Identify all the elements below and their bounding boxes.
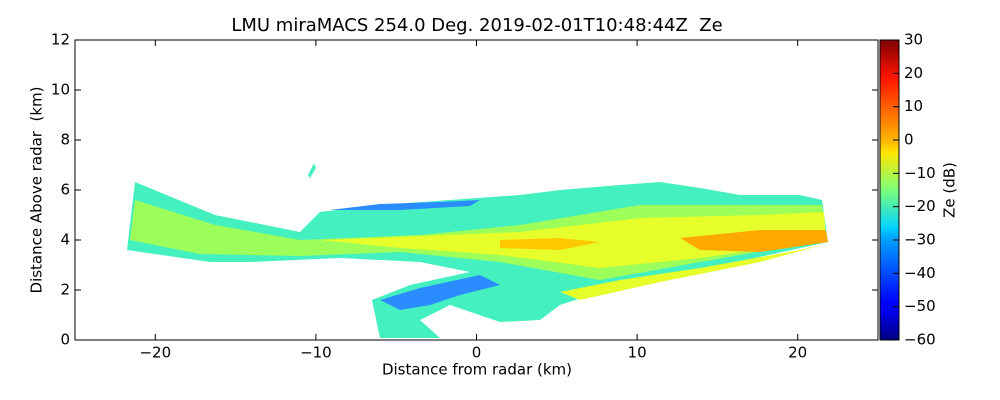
colorbar-tick-label: −30 [904,231,936,249]
y-tick-label: 10 [51,81,70,99]
y-tick-label: 4 [60,231,70,249]
colorbar-tick-label: 0 [904,131,914,149]
colorbar-tick-label: −40 [904,264,936,282]
y-tick-label: 2 [60,281,70,299]
x-tick-label: 20 [788,344,807,362]
x-tick-label: −10 [300,344,332,362]
y-tick-label: 0 [60,331,70,349]
x-tick-label: 10 [628,344,647,362]
colorbar-tick-label: 20 [904,64,923,82]
colorbar-tick-label: 30 [904,31,923,49]
colorbar-tick-label: −20 [904,197,936,215]
colorbar [879,39,900,341]
x-tick-label: 0 [472,344,482,362]
x-tick-label: −20 [139,344,171,362]
y-tick-label: 6 [60,181,70,199]
colorbar-label: Ze (dB) [941,162,959,218]
radar-echo [127,163,828,338]
x-axis-label: Distance from radar (km) [382,361,572,379]
colorbar-tick-label: −60 [904,331,936,349]
y-axis-label: Distance Above radar (km) [28,87,46,294]
colorbar-tick-label: −10 [904,164,936,182]
y-tick-label: 12 [51,31,70,49]
chart-title: LMU miraMACS 254.0 Deg. 2019-02-01T10:48… [231,15,722,36]
colorbar-tick-label: −50 [904,297,936,315]
y-tick-label: 8 [60,131,70,149]
colorbar-tick-label: 10 [904,97,923,115]
